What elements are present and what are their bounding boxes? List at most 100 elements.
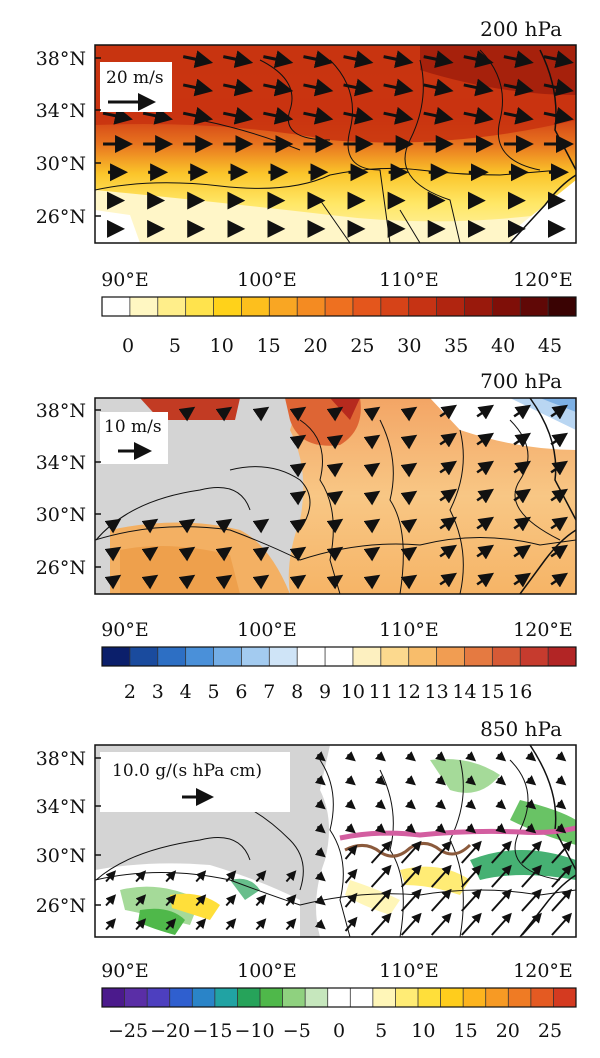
vector-arrow	[550, 404, 569, 420]
lon-label: 120°E	[513, 619, 573, 641]
vector-arrow	[314, 775, 326, 786]
colorbar-swatch	[157, 297, 187, 316]
colorbar-tick-label: 13	[424, 681, 448, 703]
vector-arrow	[141, 574, 159, 590]
vector-arrow	[435, 751, 447, 762]
vector-arrow	[476, 404, 495, 420]
vector-arrow	[503, 78, 534, 97]
lon-label: 90°E	[101, 619, 149, 641]
vector-arrow	[521, 888, 542, 912]
plot-frame	[94, 397, 577, 595]
vector-arrow	[555, 751, 567, 762]
vector-arrow	[400, 864, 422, 888]
vector-arrow	[550, 572, 569, 588]
vector-arrow	[543, 106, 574, 125]
vector-arrow	[314, 751, 326, 762]
vector-arrow	[465, 823, 477, 834]
vector-legend-box	[100, 752, 290, 812]
colorbar: −25 −20 −15 −10 −5 0 5 10 15 20 25	[101, 987, 577, 1042]
vector-arrow	[555, 775, 567, 786]
vector-arrow	[503, 50, 534, 69]
vector-arrow	[461, 840, 482, 864]
vector-arrow	[400, 406, 418, 422]
vector-arrow	[289, 406, 307, 422]
vector-arrow	[551, 864, 572, 888]
vector-arrow	[405, 823, 416, 834]
colorbar-swatch	[352, 297, 382, 316]
vector-arrow	[225, 894, 237, 907]
vector-arrow	[104, 518, 122, 534]
lat-label: 34°N	[36, 100, 86, 122]
vector-arrow	[513, 544, 532, 560]
vector-arrow	[344, 916, 358, 932]
colorbar-swatch	[352, 647, 382, 666]
lat-label: 30°N	[36, 845, 86, 867]
vector-arrow	[326, 462, 344, 478]
colorbar-swatch	[297, 297, 326, 316]
colorbar-tick-label: 40	[491, 335, 515, 357]
vector-arrow	[314, 799, 326, 810]
vector-arrow	[495, 823, 507, 834]
colorbar-tick-label: 25	[538, 1020, 562, 1042]
vector-arrow	[503, 106, 534, 125]
colorbar-tick-label: 8	[291, 681, 303, 703]
vector-arrow	[521, 864, 542, 888]
vector-arrow	[255, 870, 267, 883]
colorbar: 0 5 10 15 20 25 30 35 40 45	[101, 296, 577, 357]
lat-label: 26°N	[36, 895, 86, 917]
vector-arrow	[551, 912, 572, 936]
vector-arrow	[135, 918, 147, 931]
vector-legend-label: 20 m/s	[106, 68, 164, 88]
vector-arrow	[476, 544, 495, 560]
colorbar-swatch	[440, 988, 464, 1007]
vector-arrow	[303, 50, 334, 69]
vector-arrow	[495, 751, 507, 762]
vector-arrow	[289, 434, 307, 450]
lat-label: 38°N	[36, 748, 86, 770]
vector-arrow	[314, 871, 326, 882]
vector-arrow	[289, 462, 307, 478]
wind-vectors	[104, 404, 569, 590]
colorbar-swatch	[553, 988, 577, 1007]
vector-arrow	[344, 823, 356, 834]
vector-arrow	[400, 434, 418, 450]
vector-arrow	[521, 840, 542, 864]
colorbar-frame	[101, 646, 577, 667]
vector-arrow	[289, 546, 307, 562]
panel-title: 700 hPa	[480, 369, 562, 393]
colorbar-tick-label: 3	[152, 681, 164, 703]
colorbar-swatch	[418, 988, 442, 1007]
vector-arrow	[135, 894, 147, 907]
vector-arrow	[215, 518, 233, 534]
colorbar-swatch	[282, 988, 306, 1007]
vector-arrow	[285, 894, 297, 907]
vector-arrow	[326, 490, 344, 506]
colorbar-swatch	[147, 988, 171, 1007]
vector-arrow	[513, 488, 532, 504]
vector-arrow	[550, 460, 569, 476]
vector-arrow	[102, 106, 133, 125]
colorbar-swatch	[102, 988, 126, 1007]
colorbar-tick-label: 10	[411, 1020, 435, 1042]
colorbar-swatch	[395, 988, 419, 1007]
panel-850hpa: 850 hPa	[36, 717, 577, 1042]
vector-arrow	[289, 574, 307, 590]
colorbar-swatch	[269, 647, 298, 666]
colorbar-tick-label: 0	[333, 1020, 345, 1042]
vector-arrow	[375, 799, 386, 810]
vector-arrow	[463, 50, 494, 69]
lat-labels: 38°N 34°N 30°N 26°N	[36, 748, 101, 917]
lat-label: 30°N	[36, 504, 86, 526]
vector-arrow	[521, 912, 542, 936]
colorbar-frame	[101, 987, 577, 1008]
colorbar-swatch	[325, 297, 354, 316]
colorbar-swatch	[129, 647, 159, 666]
lat-label: 34°N	[36, 452, 86, 474]
vector-arrow	[215, 574, 233, 590]
colorbar-tick-label: 45	[538, 335, 562, 357]
colorbar-tick-label: 10	[210, 335, 234, 357]
lat-labels: 38°N 34°N 30°N 26°N	[36, 48, 101, 228]
vector-arrow	[326, 406, 344, 422]
vector-arrow	[222, 78, 254, 97]
